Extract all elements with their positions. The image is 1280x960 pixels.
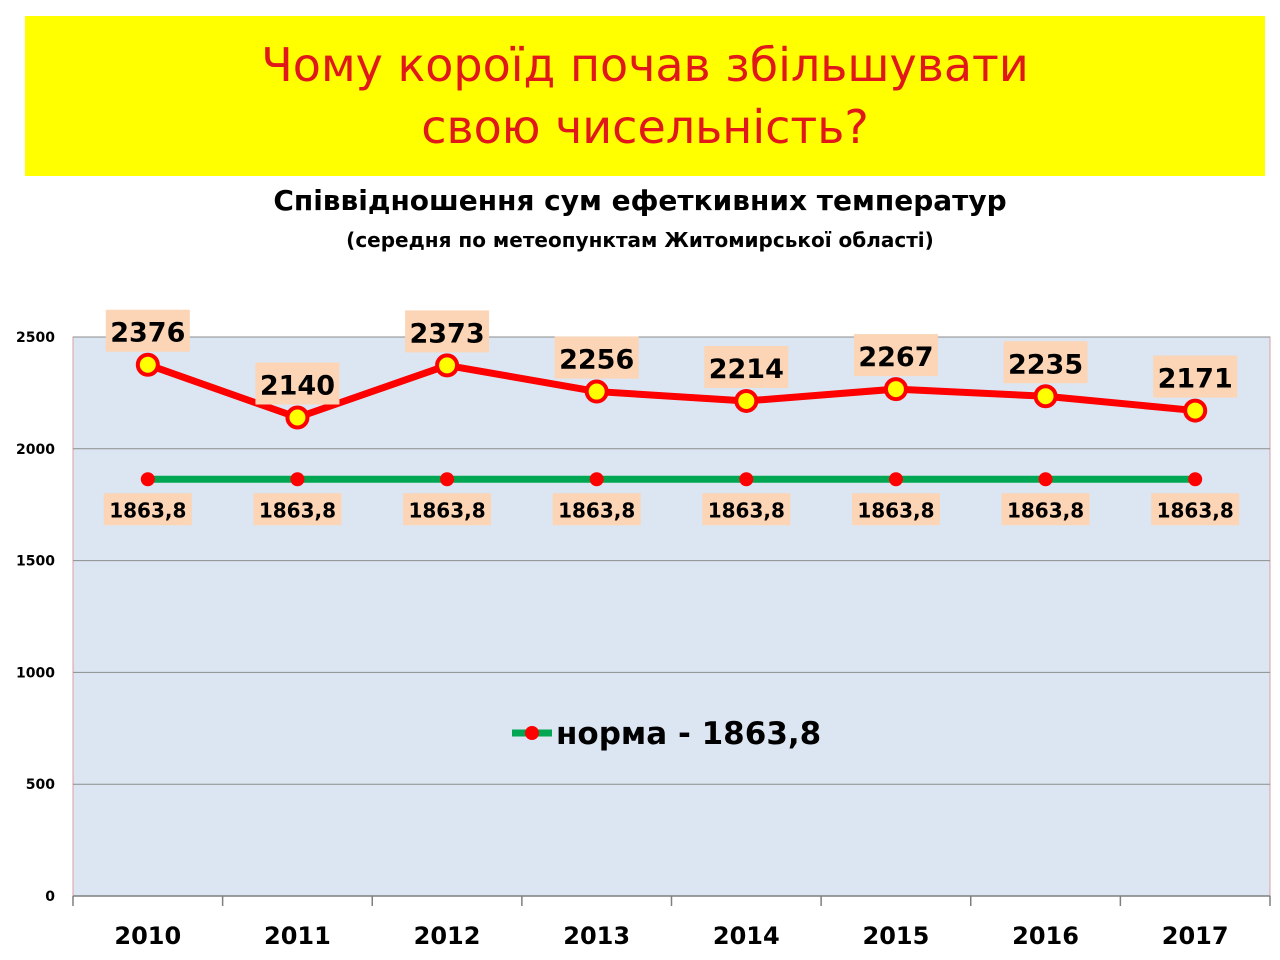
x-tick-label: 2012 <box>414 922 481 950</box>
x-tick-label: 2011 <box>264 922 331 950</box>
x-tick-label: 2010 <box>114 922 181 950</box>
temperature-label-bg <box>1003 341 1088 384</box>
temperature-point <box>734 388 759 413</box>
temperature-label-bg <box>554 336 639 379</box>
y-tick-label: 1000 <box>16 665 55 681</box>
norm-label-bg <box>403 493 492 526</box>
temperature-data-label: 2171 <box>1158 364 1233 395</box>
banner-line-2: свою чисельність? <box>421 100 869 154</box>
norm-data-label: 1863,8 <box>558 498 635 522</box>
norm-point <box>739 472 754 487</box>
y-tick-label: 1500 <box>16 554 55 570</box>
temperature-data-label: 2376 <box>110 318 185 349</box>
y-tick-label: 2000 <box>16 442 55 458</box>
legend: норма - 1863,8 <box>512 716 821 752</box>
norm-label-bg <box>103 493 192 526</box>
temperature-series-line <box>146 361 1196 421</box>
temperature-label-bg <box>255 362 340 405</box>
norm-label-bg <box>702 493 791 526</box>
banner-line-1: Чому короїд почав збільшувати <box>261 38 1029 92</box>
temperature-label-bg <box>704 345 789 388</box>
x-tick-label: 2014 <box>713 922 780 950</box>
norm-label-bg <box>253 493 342 526</box>
norm-point <box>290 472 305 487</box>
norm-label-bg <box>851 493 940 526</box>
norm-label-bg <box>1001 493 1090 526</box>
temperature-data-label: 2140 <box>260 370 335 401</box>
title-banner: Чому короїд почав збільшувати свою чисел… <box>25 16 1265 176</box>
temperature-point <box>1033 384 1058 409</box>
x-tick-label: 2015 <box>863 922 930 950</box>
norm-label-bg <box>552 493 641 526</box>
norm-data-label: 1863,8 <box>1157 498 1234 522</box>
x-tick-label: 2013 <box>563 922 630 950</box>
norm-point <box>440 472 455 487</box>
legend-swatch-marker <box>525 726 539 740</box>
temperature-point <box>883 377 908 402</box>
chart-subtitle: (середня по метеопунктам Житомирської об… <box>346 228 934 252</box>
norm-data-label: 1863,8 <box>1007 498 1084 522</box>
norm-data-label: 1863,8 <box>109 498 186 522</box>
temperature-data-label: 2256 <box>559 345 634 376</box>
chart-title: Співвідношення сум ефеткивних температур <box>273 184 1007 217</box>
temperature-label-bg <box>1153 355 1238 398</box>
plot-area <box>72 336 1271 897</box>
norm-point <box>1188 472 1203 487</box>
temperature-point <box>435 353 460 378</box>
temperature-point <box>285 405 310 430</box>
temperature-label-bg <box>105 309 190 352</box>
temperature-point <box>584 379 609 404</box>
norm-point <box>589 472 604 487</box>
norm-data-label: 1863,8 <box>408 498 485 522</box>
y-tick-label: 0 <box>45 889 55 905</box>
temperature-data-label: 2373 <box>409 318 484 349</box>
norm-point <box>140 472 155 487</box>
y-tick-label: 2500 <box>16 330 55 346</box>
norm-point <box>1038 472 1053 487</box>
temperature-label-bg <box>853 334 938 377</box>
y-tick-label: 500 <box>26 777 55 793</box>
norm-data-label: 1863,8 <box>708 498 785 522</box>
temperature-data-label: 2267 <box>858 342 933 373</box>
norm-data-label: 1863,8 <box>857 498 934 522</box>
legend-label: норма - 1863,8 <box>556 716 821 752</box>
temperature-data-label: 2235 <box>1008 349 1083 380</box>
norm-point <box>888 472 903 487</box>
norm-data-label: 1863,8 <box>259 498 336 522</box>
temperature-data-label: 2214 <box>709 354 784 385</box>
norm-label-bg <box>1151 493 1240 526</box>
temperature-point <box>135 352 160 377</box>
temperature-point <box>1183 398 1208 423</box>
x-tick-label: 2017 <box>1162 922 1229 950</box>
x-tick-label: 2016 <box>1012 922 1079 950</box>
temperature-label-bg <box>405 310 490 353</box>
